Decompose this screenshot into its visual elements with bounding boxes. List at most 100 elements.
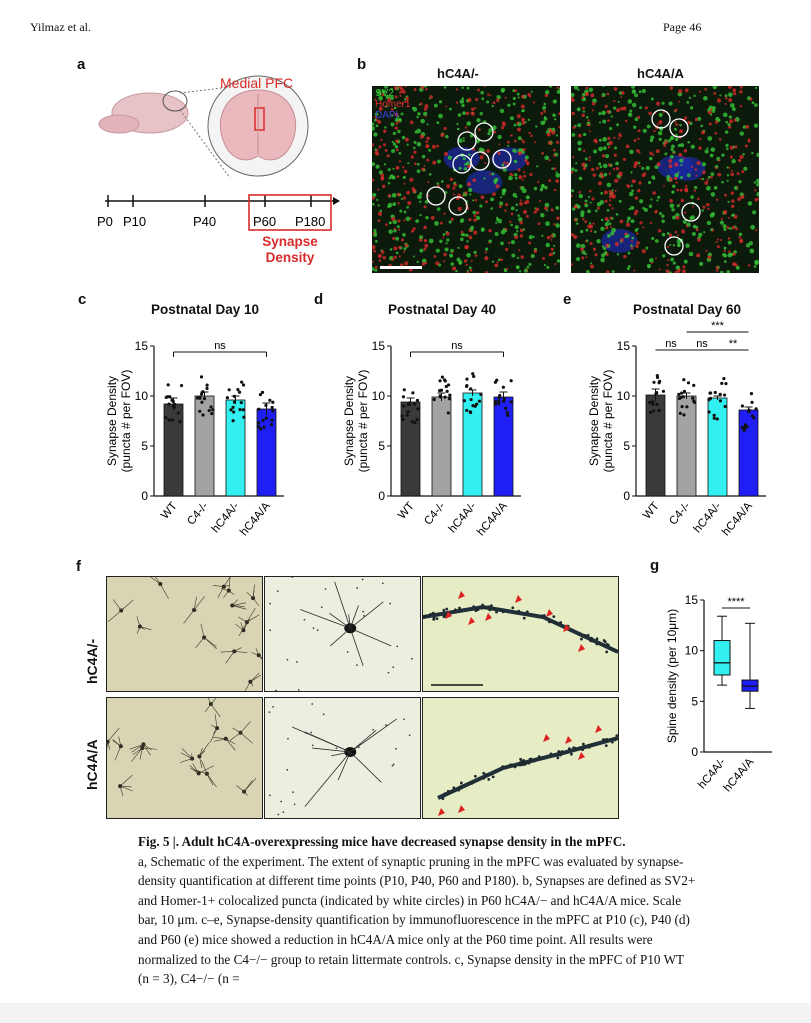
homer-punctum [391, 216, 396, 221]
homer-punctum [739, 85, 743, 89]
data-point [505, 411, 510, 415]
caption-title: Fig. 5 |. Adult hC4A-overexpressing mice… [138, 834, 626, 849]
homer-punctum [517, 127, 522, 132]
homer-punctum [716, 198, 719, 201]
homer-punctum [469, 268, 473, 272]
sv2-punctum [542, 120, 546, 124]
homer-punctum [731, 225, 736, 230]
homer-punctum [714, 120, 719, 124]
homer-punctum [494, 263, 499, 268]
homer-punctum [732, 88, 737, 93]
data-point [201, 390, 205, 394]
sv2-punctum [724, 94, 728, 98]
sv2-punctum [754, 261, 759, 266]
homer-punctum [687, 120, 691, 125]
homer-punctum [594, 253, 598, 257]
homer-punctum [520, 255, 525, 259]
sv2-punctum [400, 198, 403, 201]
homer-punctum [606, 110, 610, 114]
homer-punctum [654, 210, 658, 214]
sv2-punctum [630, 184, 633, 187]
homer-punctum [381, 250, 385, 254]
sv2-punctum [747, 201, 753, 206]
sv2-punctum [501, 163, 505, 167]
sv2-punctum [526, 265, 530, 269]
sv2-punctum [722, 112, 728, 118]
spine [470, 781, 474, 785]
homer-punctum [527, 92, 531, 97]
dendrite [330, 628, 351, 647]
x-tick-label: C4-/- [185, 500, 211, 527]
y-tick-label: 0 [378, 489, 385, 503]
dendrite [250, 674, 262, 682]
sv2-punctum [462, 157, 466, 161]
sv2-punctum [679, 158, 684, 163]
homer-punctum [544, 93, 548, 98]
homer-punctum [473, 218, 477, 222]
sv2-punctum [512, 148, 516, 153]
chart-d-title: Postnatal Day 40 [387, 302, 497, 317]
y-tick-label: 0 [691, 745, 698, 759]
data-point [236, 388, 240, 392]
homer-punctum [675, 181, 678, 184]
debris [286, 658, 289, 661]
sv2-punctum [373, 132, 378, 137]
sv2-punctum [723, 246, 727, 250]
sv2-punctum [389, 248, 393, 251]
sv2-punctum [402, 233, 406, 237]
homer-punctum [710, 175, 713, 179]
homer-punctum [702, 205, 706, 209]
sv2-punctum [679, 123, 682, 127]
homer-punctum [377, 188, 380, 191]
sv2-punctum [472, 199, 475, 202]
homer-punctum [620, 96, 623, 99]
sv2-punctum [581, 92, 586, 97]
homer-punctum [613, 87, 618, 91]
homer-punctum [581, 162, 586, 167]
spine [491, 775, 495, 779]
spine [538, 757, 542, 761]
homer-punctum [739, 154, 744, 160]
spine [493, 607, 496, 611]
sv2-punctum [727, 200, 730, 204]
sv2-punctum [575, 243, 581, 248]
homer-punctum [587, 123, 591, 127]
homer-punctum [543, 109, 546, 113]
homer-punctum [496, 261, 499, 264]
dendrite [107, 741, 108, 750]
sv2-punctum [508, 175, 513, 181]
homer-punctum [537, 180, 540, 184]
debris [311, 703, 314, 705]
homer-punctum [650, 221, 653, 225]
dendrite [255, 648, 260, 656]
homer-punctum [578, 190, 582, 194]
sv2-punctum [468, 187, 473, 193]
sv2-punctum [728, 115, 733, 119]
sv2-punctum [571, 189, 575, 193]
spine [445, 607, 449, 611]
homer-punctum [414, 162, 417, 165]
homer-punctum [613, 100, 616, 103]
sv2-punctum [642, 206, 646, 210]
sv2-punctum [462, 111, 466, 115]
homer-punctum [495, 184, 500, 189]
homer-punctum [666, 245, 670, 248]
debris [296, 661, 298, 663]
data-point [692, 383, 696, 387]
sv2-punctum [415, 219, 420, 223]
homer-punctum [572, 156, 575, 159]
homer-punctum [377, 219, 381, 222]
y-tick-label: 15 [685, 593, 699, 607]
homer-punctum [616, 108, 621, 113]
debris [312, 627, 315, 630]
sv2-punctum [491, 260, 495, 263]
data-point [678, 411, 682, 415]
homer-punctum [604, 199, 608, 203]
homer-punctum [522, 209, 528, 215]
sv2-punctum [501, 188, 506, 193]
sv2-punctum [689, 106, 694, 110]
data-point [479, 392, 483, 396]
sv2-punctum [606, 182, 612, 188]
homer-punctum [704, 180, 709, 185]
